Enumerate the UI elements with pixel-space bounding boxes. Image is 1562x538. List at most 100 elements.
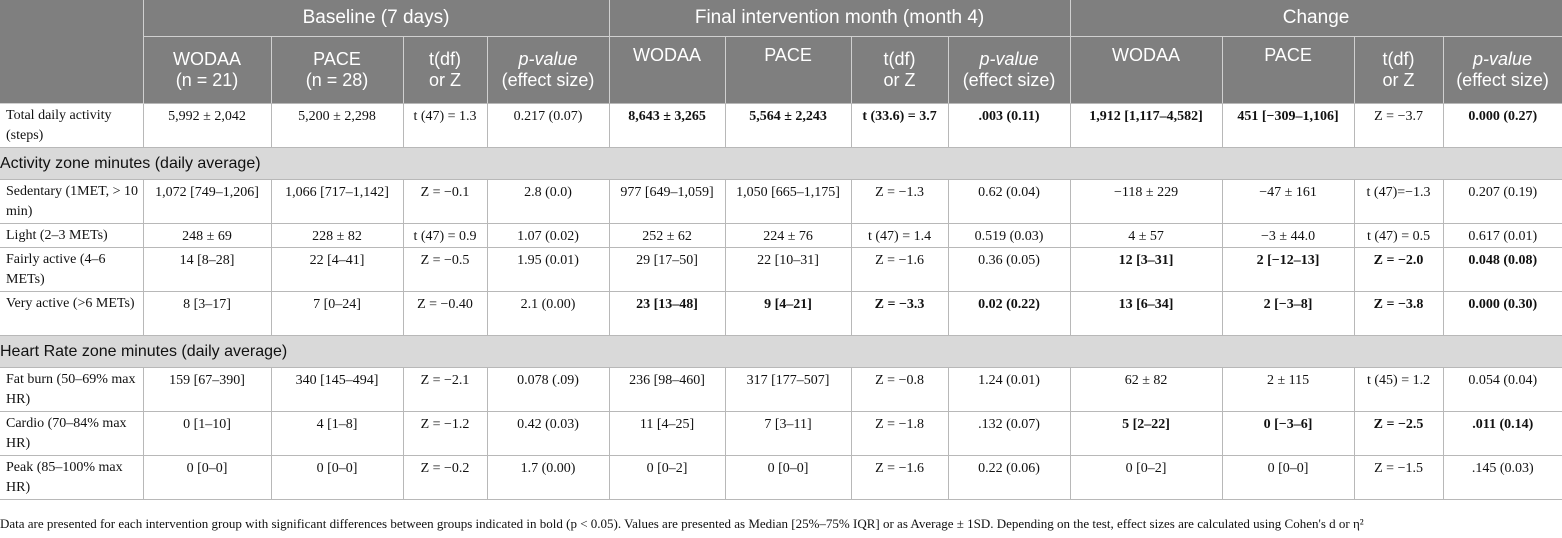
table-cell: 1.7 (0.00) xyxy=(487,455,610,500)
table-cell: 8,643 ± 3,265 xyxy=(609,103,726,148)
table-cell: 0.36 (0.05) xyxy=(948,247,1071,292)
table-cell: 1,050 [665–1,175] xyxy=(725,179,852,224)
table-cell: 0.207 (0.19) xyxy=(1443,179,1562,224)
table-cell: Z = −1.5 xyxy=(1354,455,1444,500)
table-cell: 0.22 (0.06) xyxy=(948,455,1071,500)
header-corner xyxy=(0,0,144,104)
table-cell: 228 ± 82 xyxy=(271,223,404,248)
table-cell: 0.078 (.09) xyxy=(487,367,610,412)
table-cell: 1.24 (0.01) xyxy=(948,367,1071,412)
table-cell: 2.1 (0.00) xyxy=(487,291,610,336)
table-cell: .145 (0.03) xyxy=(1443,455,1562,500)
col-header-change-tdf: t(df) or Z xyxy=(1354,36,1444,104)
table-cell: 159 [67–390] xyxy=(143,367,272,412)
table-cell: 4 ± 57 xyxy=(1070,223,1223,248)
section-row: Activity zone minutes (daily average) xyxy=(0,147,1562,180)
table-cell: −3 ± 44.0 xyxy=(1222,223,1355,248)
row-label: Light (2–3 METs) xyxy=(0,223,144,248)
table-cell: 0.617 (0.01) xyxy=(1443,223,1562,248)
table-cell: 0 [0–0] xyxy=(1222,455,1355,500)
table-cell: 340 [145–494] xyxy=(271,367,404,412)
table-cell: t (47) = 1.3 xyxy=(403,103,488,148)
n-wodaa: (n = 21) xyxy=(175,70,239,90)
table-cell: −118 ± 229 xyxy=(1070,179,1223,224)
table-cell: 0.519 (0.03) xyxy=(948,223,1071,248)
col-header-baseline-pace: PACE (n = 28) xyxy=(271,36,404,104)
table-cell: Z = −0.1 xyxy=(403,179,488,224)
table-cell: Z = −3.8 xyxy=(1354,291,1444,336)
table-cell: Z = −1.2 xyxy=(403,411,488,456)
table-cell: t (47) = 0.5 xyxy=(1354,223,1444,248)
col-header-final-tdf: t(df) or Z xyxy=(851,36,949,104)
col-header-baseline-wodaa: WODAA (n = 21) xyxy=(143,36,272,104)
table-cell: 0.217 (0.07) xyxy=(487,103,610,148)
table-cell: 11 [4–25] xyxy=(609,411,726,456)
table-cell: 0.000 (0.27) xyxy=(1443,103,1562,148)
table-cell: 236 [98–460] xyxy=(609,367,726,412)
table-cell: 9 [4–21] xyxy=(725,291,852,336)
table-cell: t (47)=−1.3 xyxy=(1354,179,1444,224)
table-cell: 0 [−3–6] xyxy=(1222,411,1355,456)
table-cell: 14 [8–28] xyxy=(143,247,272,292)
table-cell: t (45) = 1.2 xyxy=(1354,367,1444,412)
table-cell: Z = −1.8 xyxy=(851,411,949,456)
table-cell: Z = −2.5 xyxy=(1354,411,1444,456)
table-cell: 451 [−309–1,106] xyxy=(1222,103,1355,148)
table-cell: Z = −3.3 xyxy=(851,291,949,336)
table-cell: 224 ± 76 xyxy=(725,223,852,248)
table-cell: 2 ± 115 xyxy=(1222,367,1355,412)
table-cell: 2 [−12–13] xyxy=(1222,247,1355,292)
table-cell: Z = −1.6 xyxy=(851,247,949,292)
table-body: Total daily activity (steps) 5,992 ± 2,04… xyxy=(0,103,1562,500)
table-cell: 4 [1–8] xyxy=(271,411,404,456)
table-cell: 22 [4–41] xyxy=(271,247,404,292)
table-cell: t (47) = 1.4 xyxy=(851,223,949,248)
table-cell: Z = −1.3 xyxy=(851,179,949,224)
row-label: Fat burn (50–69% max HR) xyxy=(0,367,144,412)
table-cell: t (47) = 0.9 xyxy=(403,223,488,248)
table-cell: 0.42 (0.03) xyxy=(487,411,610,456)
table-cell: .003 (0.11) xyxy=(948,103,1071,148)
table-cell: 2.8 (0.0) xyxy=(487,179,610,224)
table-cell: 1,066 [717–1,142] xyxy=(271,179,404,224)
table-cell: 5,992 ± 2,042 xyxy=(143,103,272,148)
table-cell: 5 [2–22] xyxy=(1070,411,1223,456)
table-footnote: Data are presented for each intervention… xyxy=(0,516,1364,531)
table-cell: 7 [0–24] xyxy=(271,291,404,336)
group-header-final: Final intervention month (month 4) xyxy=(609,0,1071,37)
table-cell: 317 [177–507] xyxy=(725,367,852,412)
table-row: Total daily activity (steps) 5,992 ± 2,04… xyxy=(0,103,1562,148)
table-row: Sedentary (1MET, > 10 min) 1,072 [749–1,2… xyxy=(0,179,1562,224)
table-cell: 1,072 [749–1,206] xyxy=(143,179,272,224)
table-cell: 0 [1–10] xyxy=(143,411,272,456)
col-header-final-p: p-value (effect size) xyxy=(948,36,1071,104)
table-cell: 248 ± 69 xyxy=(143,223,272,248)
table-cell: −47 ± 161 xyxy=(1222,179,1355,224)
col-header-change-wodaa: WODAA xyxy=(1070,36,1223,104)
table-cell: 29 [17–50] xyxy=(609,247,726,292)
table-cell: 23 [13–48] xyxy=(609,291,726,336)
table-cell: 0.62 (0.04) xyxy=(948,179,1071,224)
table-cell: 252 ± 62 xyxy=(609,223,726,248)
table-cell: Z = −0.2 xyxy=(403,455,488,500)
table-cell: Z = −0.5 xyxy=(403,247,488,292)
table-cell: 0.054 (0.04) xyxy=(1443,367,1562,412)
table-row: Light (2–3 METs) 248 ± 69 228 ± 82 t (47) =… xyxy=(0,223,1562,248)
table-cell: 1,912 [1,117–4,582] xyxy=(1070,103,1223,148)
row-label: Total daily activity (steps) xyxy=(0,103,144,148)
table-cell: 7 [3–11] xyxy=(725,411,852,456)
table-cell: 0.000 (0.30) xyxy=(1443,291,1562,336)
table-cell: 977 [649–1,059] xyxy=(609,179,726,224)
table-cell: 0 [0–0] xyxy=(271,455,404,500)
table-cell: 1.07 (0.02) xyxy=(487,223,610,248)
table-cell: Z = −0.40 xyxy=(403,291,488,336)
table-cell: 62 ± 82 xyxy=(1070,367,1223,412)
table-cell: Z = −3.7 xyxy=(1354,103,1444,148)
section-row: Heart Rate zone minutes (daily average) xyxy=(0,335,1562,368)
table-cell: 0 [0–0] xyxy=(725,455,852,500)
section-title: Activity zone minutes (daily average) xyxy=(0,147,1562,180)
table-cell: 0 [0–2] xyxy=(609,455,726,500)
col-header-baseline-tdf: t(df) or Z xyxy=(403,36,488,104)
group-header-change: Change xyxy=(1070,0,1562,37)
row-label: Very active (>6 METs) xyxy=(0,291,144,336)
